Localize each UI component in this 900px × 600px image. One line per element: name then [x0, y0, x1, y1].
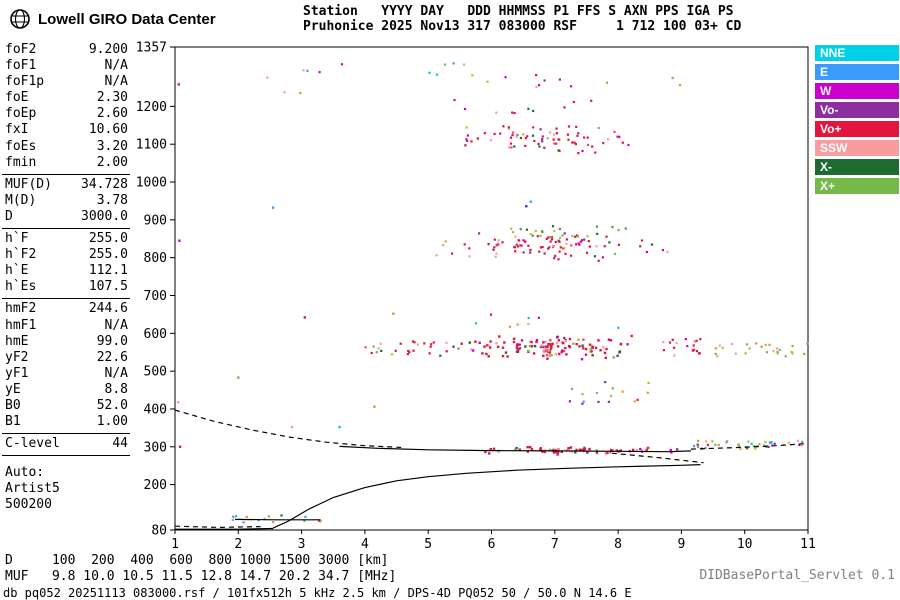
param-row-fmin: fmin 2.00 [5, 154, 128, 170]
x-axis-ticks: 1 2 3 4 5 6 7 8 9 10 11 [171, 530, 816, 552]
svg-text:11: 11 [800, 537, 816, 552]
brand-title: Lowell GIRO Data Center [38, 10, 216, 28]
param-row-yf1: yF1 N/A [5, 365, 128, 381]
legend-item-vo+: Vo+ [815, 121, 899, 137]
svg-text:1: 1 [171, 537, 179, 552]
param-row-fof2: foF2 9.200 [5, 42, 128, 57]
svg-text:80: 80 [151, 524, 167, 539]
param-row-hf2: h`F2 255.0 [5, 247, 128, 263]
param-group: MUF(D) 34.728 M(D) 3.78 D 3000.0 [2, 176, 130, 230]
status-bar: db pq052 20251113 083000.rsf / 101fx512h… [3, 586, 632, 600]
header-column-titles: Station YYYY DAY DDD HHMMSS P1 FFS S AXN… [303, 4, 734, 19]
param-group: hmF2 244.6 hmF1 N/A hmE 99.0 yF2 22.6 yF1 N/A yE 8.… [2, 301, 130, 435]
svg-text:700: 700 [144, 289, 167, 304]
legend-item-e: E [815, 64, 899, 80]
svg-text:4: 4 [361, 537, 369, 552]
header-record-values: Pruhonice 2025 Nov13 317 083000 RSF 1 71… [303, 19, 742, 34]
autoscaling-info: Auto: Artist5 500200 [5, 465, 60, 513]
svg-text:200: 200 [144, 478, 167, 493]
trace-descending-dashed [611, 452, 704, 464]
legend-item-x-: X- [815, 159, 899, 175]
svg-text:2: 2 [234, 537, 242, 552]
svg-text:1000: 1000 [136, 176, 167, 191]
param-row-md: M(D) 3.78 [5, 192, 128, 208]
svg-text:300: 300 [144, 440, 167, 455]
param-row-hes: h`Es 107.5 [5, 279, 128, 295]
brand: Lowell GIRO Data Center [8, 7, 216, 31]
param-row-he: h`E 112.1 [5, 263, 128, 279]
param-row-d: D 3000.0 [5, 208, 128, 224]
svg-text:800: 800 [144, 251, 167, 266]
muf-table-d-row: D 100 200 400 600 800 1000 1500 3000 [km… [5, 553, 389, 568]
svg-text:600: 600 [144, 327, 167, 342]
param-row-foe: foE 2.30 [5, 90, 128, 106]
ionogram-plot: 1357120011001000900800700600500400300200… [136, 41, 816, 553]
svg-text:500: 500 [144, 365, 167, 380]
param-row-foep: foEp 2.60 [5, 106, 128, 122]
plot-frame [174, 46, 809, 531]
scaled-parameters-panel: foF2 9.200 foF1 N/A foF1p N/A foE 2.30 foEp 2.60 f… [2, 42, 130, 513]
muf-table-muf-row: MUF 9.8 10.0 10.5 11.5 12.8 14.7 20.2 34… [5, 568, 397, 584]
servlet-watermark: DIDBasePortal_Servlet 0.1 [699, 568, 895, 583]
param-group: h`F 255.0 h`F2 255.0 h`E 112.1 h`Es 107.5 [2, 231, 130, 300]
trace-baseline [175, 527, 274, 530]
muf-table: D 100 200 400 600 800 1000 1500 3000 [km… [5, 553, 396, 584]
svg-text:7: 7 [551, 537, 559, 552]
param-group: C-level 44 [2, 436, 130, 457]
param-row-hmf2: hmF2 244.6 [5, 301, 128, 317]
trace-lines [174, 409, 809, 530]
param-row-fof1p: foF1p N/A [5, 74, 128, 90]
svg-text:1100: 1100 [136, 138, 167, 153]
legend-item-x+: X+ [815, 178, 899, 194]
echo-dots [177, 62, 809, 524]
svg-text:1357: 1357 [136, 41, 167, 56]
trace-f2-trace [339, 445, 691, 453]
svg-text:400: 400 [144, 402, 167, 417]
param-row-foes: foEs 3.20 [5, 138, 128, 154]
legend-item-vo-: Vo- [815, 102, 899, 118]
svg-text:8: 8 [614, 537, 622, 552]
svg-text:9: 9 [677, 537, 685, 552]
param-group: foF2 9.200 foF1 N/A foF1p N/A foE 2.30 foEp 2.60 f… [2, 42, 130, 175]
param-row-b1: B1 1.00 [5, 414, 128, 430]
param-row-yf2: yF2 22.6 [5, 349, 128, 365]
param-row-hme: hmE 99.0 [5, 333, 128, 349]
svg-text:900: 900 [144, 213, 167, 228]
param-row-hmf1: hmF1 N/A [5, 317, 128, 333]
trace-asymptote-dashed [174, 409, 403, 449]
y-axis-ticks: 1357 1200 1100 1000 900 800 700 600 500 400 300 200… [136, 41, 175, 539]
station-header: Station YYYY DAY DDD HHMMSS P1 FFS S AXN… [303, 4, 741, 34]
param-row-clevel: C-level 44 [5, 436, 128, 452]
param-row-fof1: foF1 N/A [5, 58, 128, 74]
param-row-fxi: fxI 10.60 [5, 122, 128, 138]
legend-item-w: W [815, 83, 899, 99]
trace-extrapolated-right [690, 442, 809, 450]
param-row-ye: yE 8.8 [5, 381, 128, 397]
param-row-b0: B0 52.0 [5, 397, 128, 413]
svg-text:5: 5 [424, 537, 432, 552]
svg-text:6: 6 [488, 537, 496, 552]
giro-logo-icon [10, 9, 30, 29]
svg-text:10: 10 [737, 537, 753, 552]
param-row-hf: h`F 255.0 [5, 231, 128, 247]
trace-baseline-dashed [174, 525, 261, 529]
svg-text:3: 3 [298, 537, 306, 552]
svg-text:1200: 1200 [136, 100, 167, 115]
trace-true-height-profile [272, 464, 701, 529]
echo-direction-legend: NNE E W Vo- Vo+ SSW X- X+ [815, 45, 899, 197]
legend-item-nne: NNE [815, 45, 899, 61]
param-row-mufd: MUF(D) 34.728 [5, 176, 128, 192]
legend-item-ssw: SSW [815, 140, 899, 156]
